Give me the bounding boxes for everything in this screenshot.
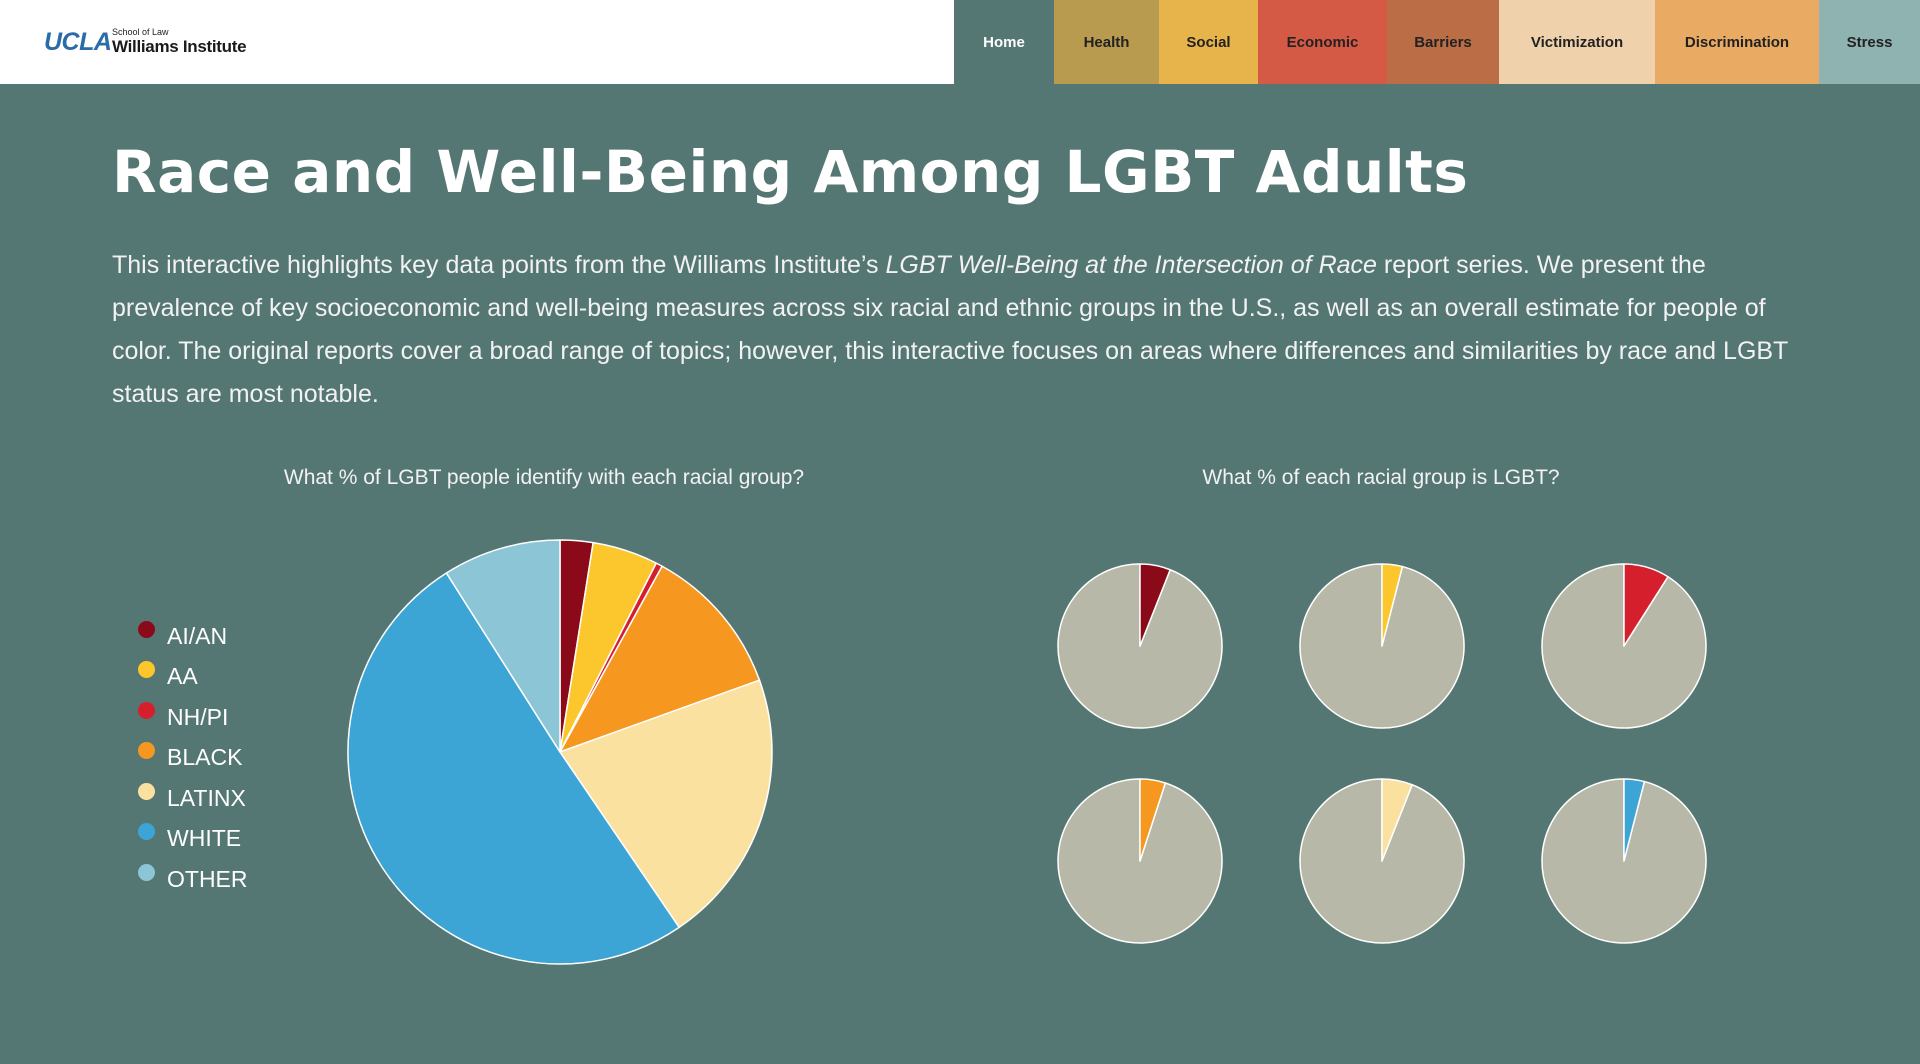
legend-item[interactable]: AA [138,657,248,698]
pie-slice[interactable] [1623,563,1669,647]
pie-slice[interactable] [1381,778,1413,862]
nav-tab-economic[interactable]: Economic [1258,0,1387,84]
legend-item[interactable]: LATINX [138,778,248,819]
nav-tab-home[interactable]: Home [954,0,1054,84]
legend-swatch [138,620,155,638]
legend-item[interactable]: BLACK [138,738,248,779]
legend-label: OTHER [167,865,248,892]
logo-institute-text: Williams Institute [112,37,247,56]
legend: AI/AN AA NH/PI BLACK LATINX WHITE OTHER [138,616,248,900]
legend-item[interactable]: WHITE [138,819,248,860]
chart-title-prevalence: What % of each racial group is LGBT? [1202,466,1560,489]
legend-label: NH/PI [167,703,229,730]
legend-swatch [138,823,155,841]
legend-swatch [138,661,155,679]
legend-swatch [138,701,155,719]
main-nav: Home Health Social Economic Barriers Vic… [954,0,1920,84]
legend-swatch [138,782,155,800]
nav-tab-health[interactable]: Health [1054,0,1159,84]
pie-slice[interactable] [559,565,761,753]
legend-label: BLACK [167,744,243,771]
legend-label: LATINX [167,784,246,811]
chart-title-composition: What % of LGBT people identify with each… [283,466,805,489]
logo-school-text: School of Law [112,27,169,37]
nav-tab-social[interactable]: Social [1159,0,1258,84]
page-title: Race and Well-Being Among LGBT Adults [112,138,1469,206]
legend-label: AI/AN [167,622,228,649]
intro-paragraph: This interactive highlights key data poi… [112,244,1812,416]
nav-tab-victimization[interactable]: Victimization [1499,0,1655,84]
pie-slice[interactable] [1623,778,1646,862]
logo[interactable]: UCLA School of Law Williams Institute [0,0,954,84]
nav-tab-stress[interactable]: Stress [1819,0,1920,84]
legend-item[interactable]: OTHER [138,859,248,900]
pie-slice[interactable] [347,572,680,965]
pie-slice[interactable] [1381,563,1404,647]
pie-slice[interactable] [559,679,773,929]
pie-slice[interactable] [1139,778,1167,862]
intro-report-title: LGBT Well-Being at the Intersection of R… [885,251,1377,279]
nav-tab-discrimination[interactable]: Discrimination [1655,0,1819,84]
legend-swatch [138,863,155,881]
logo-ucla-text: UCLA [44,28,112,56]
intro-text-end: report series. We present the prevalence… [112,251,1788,408]
legend-item[interactable]: AI/AN [138,616,248,657]
legend-label: WHITE [167,825,242,852]
legend-item[interactable]: NH/PI [138,697,248,738]
nav-tab-barriers[interactable]: Barriers [1387,0,1499,84]
top-bar: UCLA School of Law Williams Institute Ho… [0,0,1920,84]
intro-text-start: This interactive highlights key data poi… [112,251,886,279]
pie-slice[interactable] [445,539,561,753]
legend-label: AA [167,663,198,690]
pie-slice[interactable] [1139,563,1171,647]
legend-swatch [138,742,155,760]
